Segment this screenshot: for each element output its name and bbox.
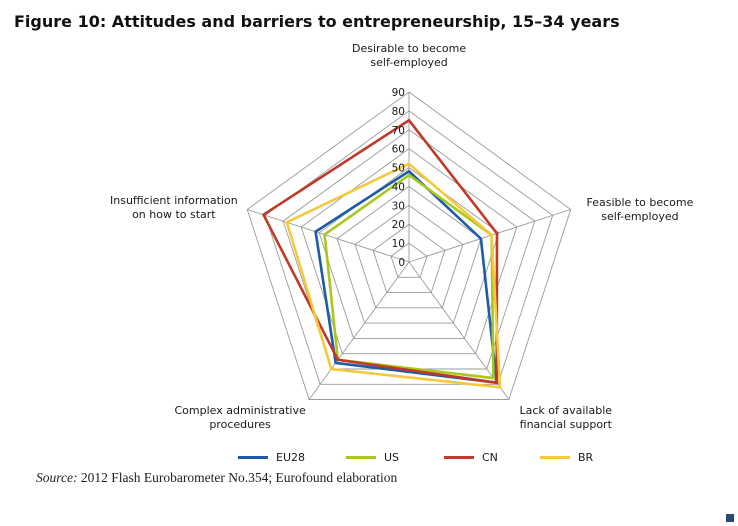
legend-item: US xyxy=(346,449,399,465)
axis-label: Lack of available financial support xyxy=(520,404,613,432)
legend-swatch xyxy=(346,455,376,459)
tick-label: 90 xyxy=(392,87,405,99)
axis-label-line: self-employed xyxy=(601,210,679,223)
axis-label-line: Lack of available xyxy=(519,404,613,417)
legend-swatch xyxy=(238,455,268,459)
axis-label: Insufficient information on how to start xyxy=(110,194,238,222)
tick-label: 70 xyxy=(392,125,405,137)
grid-spoke xyxy=(308,261,410,400)
tick-label: 80 xyxy=(392,106,405,118)
grid-ring xyxy=(390,242,428,278)
series-line-eu28 xyxy=(314,169,499,385)
legend-item: EU28 xyxy=(238,449,305,465)
axis-label-line: procedures xyxy=(209,418,271,431)
grid-ring xyxy=(246,91,572,400)
tick-label: 0 xyxy=(398,257,405,269)
legend-label: US xyxy=(384,450,400,464)
axis-label-line: Feasible to become xyxy=(586,196,694,209)
tick-label: 40 xyxy=(392,181,405,193)
axis-label: Desirable to become self-employed xyxy=(352,42,466,70)
tick-label: 60 xyxy=(392,144,405,156)
tick-label: 30 xyxy=(392,200,405,212)
axis-label: Complex administrative procedures xyxy=(175,404,306,432)
tick-label: 20 xyxy=(392,219,405,231)
axis-label-line: Complex administrative xyxy=(174,404,306,417)
axis-label-line: Desirable to become xyxy=(352,42,467,55)
series-line-br xyxy=(285,162,502,389)
grid-spoke xyxy=(408,209,571,263)
tick-label: 50 xyxy=(392,163,405,175)
axis-label-line: self-employed xyxy=(370,56,448,69)
legend-item: BR xyxy=(540,449,593,465)
series-line-cn xyxy=(261,118,499,385)
legend-swatch xyxy=(540,455,570,459)
legend-swatch xyxy=(444,455,474,459)
grid-ring xyxy=(372,223,446,294)
axis-label-line: financial support xyxy=(519,418,612,431)
axis-label: Feasible to become self-employed xyxy=(587,196,694,224)
legend-item: CN xyxy=(444,449,498,465)
legend-label: CN xyxy=(482,450,498,464)
series-line-us xyxy=(323,173,495,380)
grid-ring xyxy=(300,148,518,355)
legend-label: BR xyxy=(578,450,594,464)
source-note: Source: 2012 Flash Eurobarometer No.354;… xyxy=(36,470,397,486)
grid-ring xyxy=(354,204,464,309)
source-prefix: Source: xyxy=(36,470,78,485)
source-text: 2012 Flash Eurobarometer No.354; Eurofou… xyxy=(77,470,398,485)
radar-grid xyxy=(246,91,572,400)
tick-label: 10 xyxy=(392,238,405,250)
grid-spoke xyxy=(247,209,410,263)
corner-marker xyxy=(726,514,734,522)
grid-ring xyxy=(336,185,482,324)
axis-label-line: on how to start xyxy=(132,208,216,221)
chart-title: Figure 10: Attitudes and barriers to ent… xyxy=(14,12,620,31)
axis-label-line: Insufficient information xyxy=(110,194,238,207)
legend: EU28 US CN BR xyxy=(0,449,738,465)
grid-ring xyxy=(318,167,500,339)
radial-ticks: 0 10 20 30 40 50 60 70 80 90 xyxy=(392,87,405,269)
legend-label: EU28 xyxy=(276,450,305,464)
radar-series xyxy=(261,118,502,389)
